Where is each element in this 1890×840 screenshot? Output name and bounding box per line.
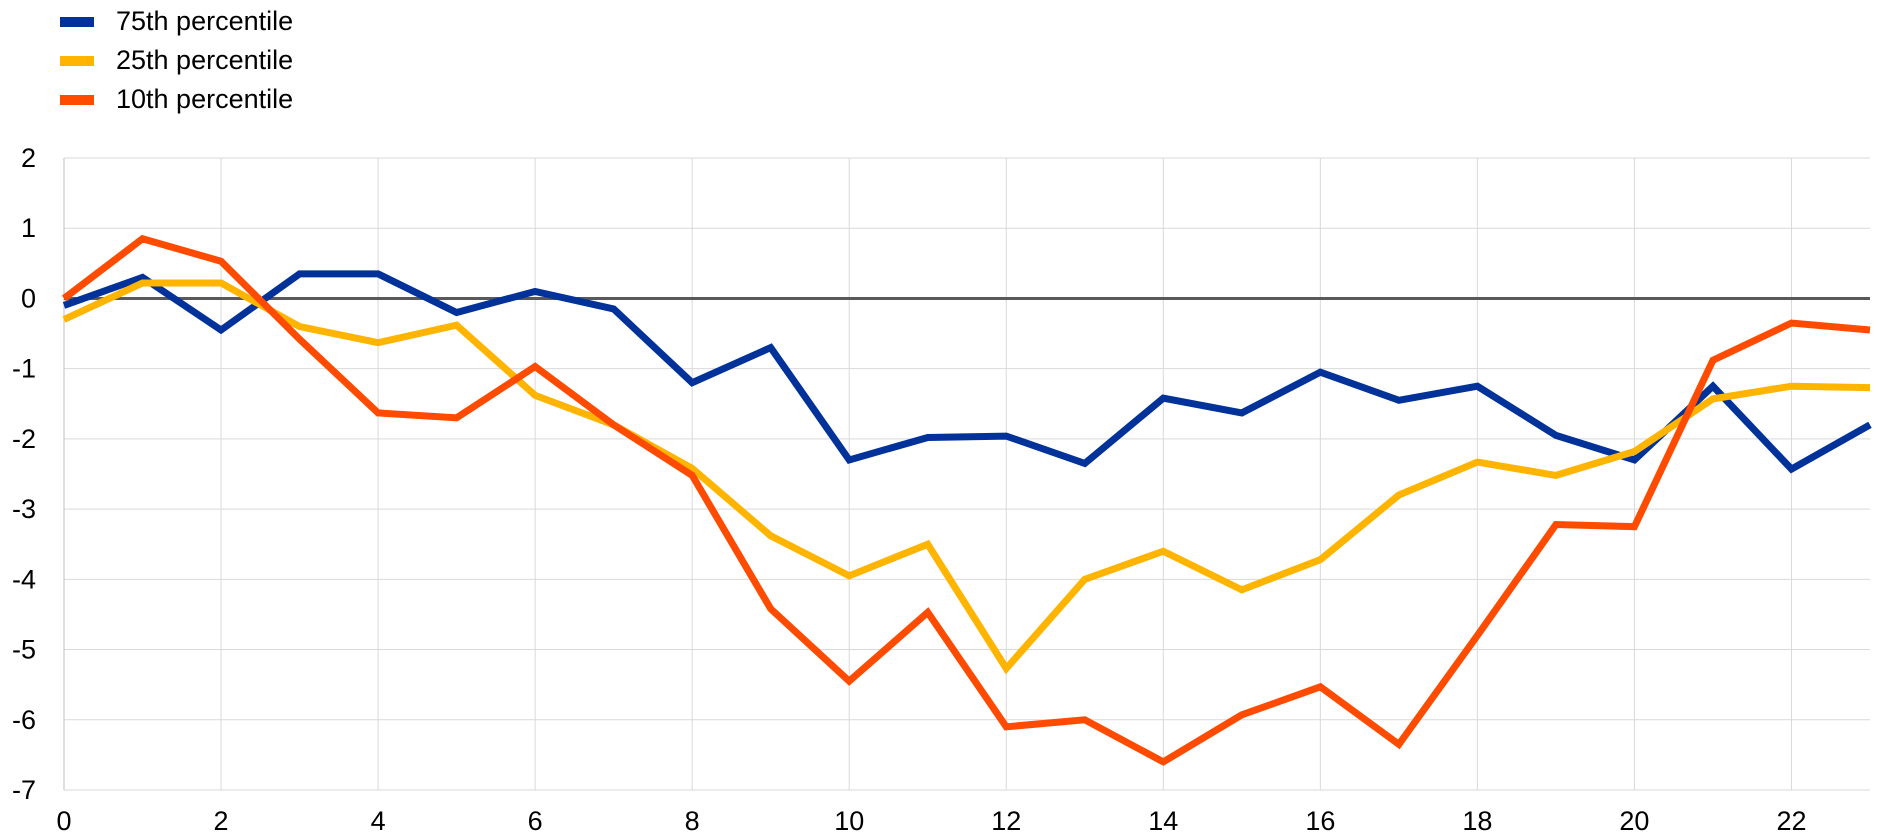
legend-swatch (60, 94, 94, 105)
y-tick-label: -2 (12, 424, 36, 454)
legend-label: 10th percentile (116, 84, 294, 114)
legend-swatch (60, 16, 94, 27)
grid-lines (63, 157, 1870, 791)
series-line-1 (62, 270, 1872, 474)
y-tick-label: 1 (21, 213, 36, 243)
legend-item-75th: 75th percentile (60, 2, 293, 41)
x-tick-label: 20 (1619, 806, 1649, 836)
x-tick-label: 8 (685, 806, 700, 836)
series-lines (61, 234, 1872, 766)
x-tick-label: 14 (1148, 806, 1178, 836)
y-tick-label: -6 (12, 705, 36, 735)
legend-label: 75th percentile (116, 6, 294, 36)
x-tick-label: 22 (1776, 806, 1806, 836)
x-axis-ticks: 0 2 4 6 8 10 12 14 16 18 20 22 (56, 806, 1806, 836)
y-tick-label: 2 (21, 143, 36, 173)
x-tick-label: 0 (56, 806, 71, 836)
y-axis-ticks: 2 1 0 -1 -2 -3 -4 -5 -6 -7 (12, 143, 36, 805)
y-tick-label: 0 (21, 283, 36, 313)
y-tick-label: -4 (12, 564, 36, 594)
legend-label: 25th percentile (116, 45, 294, 75)
x-tick-label: 18 (1462, 806, 1492, 836)
legend-item-10th: 10th percentile (60, 80, 293, 119)
y-tick-label: -7 (12, 775, 36, 805)
legend-swatch (60, 55, 94, 66)
x-tick-label: 4 (371, 806, 386, 836)
x-tick-label: 2 (214, 806, 229, 836)
x-tick-label: 12 (991, 806, 1021, 836)
x-tick-label: 6 (528, 806, 543, 836)
y-tick-label: -5 (12, 635, 36, 665)
y-tick-label: -1 (12, 354, 36, 384)
legend-item-25th: 25th percentile (60, 41, 293, 80)
series-line-2 (62, 279, 1871, 675)
legend: 75th percentile 25th percentile 10th per… (60, 2, 293, 119)
series-line-3 (61, 234, 1871, 766)
y-tick-label: -3 (12, 494, 36, 524)
x-tick-label: 10 (834, 806, 864, 836)
x-tick-label: 16 (1305, 806, 1335, 836)
